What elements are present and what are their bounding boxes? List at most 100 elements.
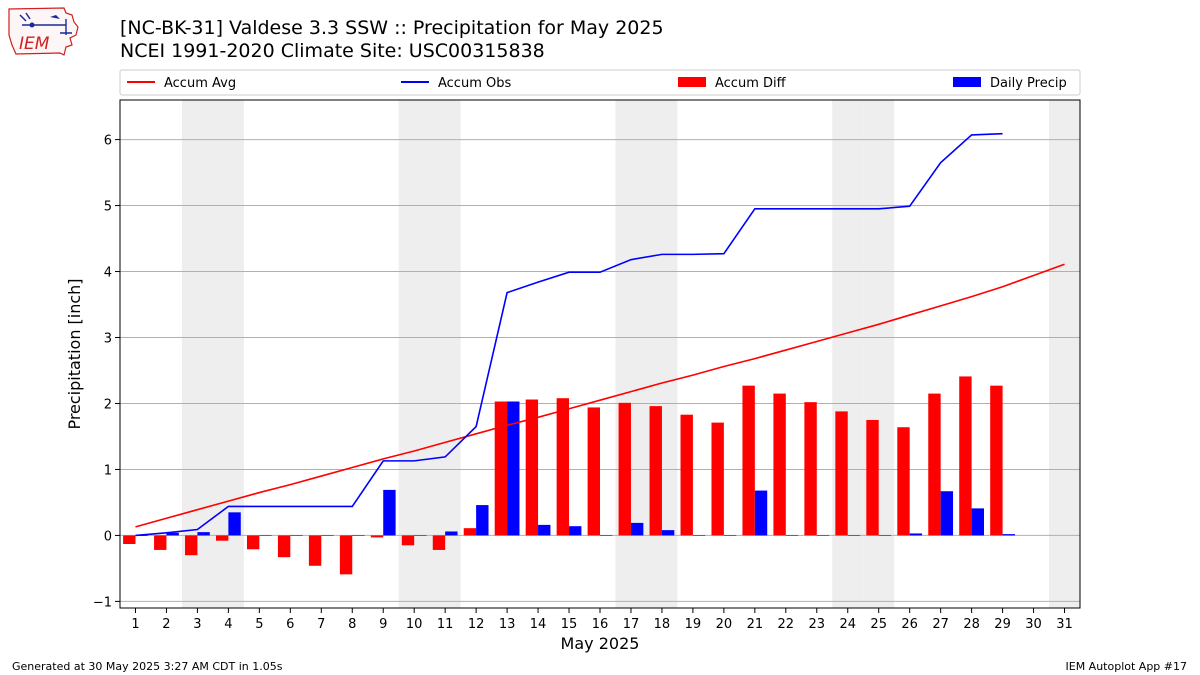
legend-label-accum-diff: Accum Diff bbox=[715, 76, 787, 91]
x-tick-label: 1 bbox=[131, 617, 139, 632]
accum-diff-bar-day-25 bbox=[866, 419, 879, 536]
accum-diff-bar-day-21 bbox=[742, 385, 755, 536]
daily-precip-bar-day-25 bbox=[878, 535, 892, 536]
accum-diff-bar-day-9 bbox=[370, 535, 384, 538]
legend-swatch-accum-diff bbox=[678, 77, 706, 87]
x-tick-label: 21 bbox=[747, 617, 764, 632]
x-tick-label: 6 bbox=[286, 617, 294, 632]
daily-precip-bar-day-17 bbox=[630, 522, 644, 536]
daily-precip-bar-day-16 bbox=[600, 535, 613, 536]
x-tick-label: 5 bbox=[255, 617, 263, 632]
legend-label-accum-avg: Accum Avg bbox=[164, 76, 236, 91]
lines bbox=[135, 132, 1065, 537]
legend-swatch-daily-precip bbox=[953, 77, 981, 87]
accum-diff-bar-day-20 bbox=[711, 422, 724, 536]
generated-footer: Generated at 30 May 2025 3:27 AM CDT in … bbox=[12, 660, 283, 673]
accum-diff-bar-day-5 bbox=[246, 535, 260, 550]
daily-precip-bar-day-7 bbox=[321, 535, 334, 536]
x-tick-label: 15 bbox=[561, 617, 578, 632]
weekend-shade-day-11 bbox=[429, 100, 461, 608]
iem-logo-icon: IEM bbox=[6, 5, 82, 63]
x-tick-label: 28 bbox=[963, 617, 980, 632]
daily-precip-bar-day-8 bbox=[352, 535, 365, 536]
daily-precip-bar-day-3 bbox=[197, 532, 210, 536]
accum-diff-bar-day-28 bbox=[959, 376, 972, 536]
accum-diff-bar-day-13 bbox=[494, 401, 508, 536]
daily-precip-bar-day-13 bbox=[507, 401, 520, 536]
daily-precip-bar-day-20 bbox=[723, 535, 737, 536]
daily-precip-bar-day-24 bbox=[847, 535, 861, 536]
y-tick-label: −1 bbox=[93, 595, 112, 610]
daily-precip-bar-day-6 bbox=[290, 535, 303, 536]
weekend-shade-day-10 bbox=[398, 100, 430, 608]
y-axis-label: Precipitation [inch] bbox=[65, 278, 84, 429]
y-tick-label: 2 bbox=[104, 397, 112, 412]
accum-diff-bar-day-11 bbox=[432, 535, 446, 550]
x-tick-label: 7 bbox=[317, 617, 325, 632]
accum-diff-bar-day-27 bbox=[928, 393, 941, 536]
accum-diff-bar-day-22 bbox=[773, 393, 786, 536]
x-tick-label: 11 bbox=[437, 617, 454, 632]
accum-diff-bar-day-16 bbox=[587, 407, 600, 536]
y-tick-label: 5 bbox=[104, 200, 112, 215]
accum-diff-bar-day-12 bbox=[463, 528, 477, 536]
accum-diff-bar-day-23 bbox=[804, 402, 817, 536]
iem-logo-shape: IEM bbox=[8, 7, 79, 56]
x-tick-label: 2 bbox=[162, 617, 170, 632]
daily-precip-bar-day-14 bbox=[538, 524, 551, 536]
daily-precip-bar-day-15 bbox=[569, 526, 582, 536]
daily-precip-bar-day-19 bbox=[692, 535, 706, 536]
accum-diff-bar-day-24 bbox=[835, 411, 848, 536]
accum-diff-bar-day-26 bbox=[897, 427, 910, 536]
daily-precip-bar-day-27 bbox=[940, 491, 954, 536]
accum-diff-bar-day-10 bbox=[401, 535, 415, 546]
accum-diff-bar-day-8 bbox=[339, 535, 353, 575]
x-tick-label: 17 bbox=[623, 617, 640, 632]
x-axis-label: May 2025 bbox=[561, 634, 640, 653]
accum-avg-line bbox=[135, 263, 1065, 528]
x-tick-label: 13 bbox=[499, 617, 516, 632]
x-tick-label: 4 bbox=[224, 617, 232, 632]
x-tick-label: 3 bbox=[193, 617, 201, 632]
daily-precip-bar-day-29 bbox=[1002, 534, 1015, 536]
accum-diff-bar-day-17 bbox=[618, 402, 631, 536]
x-tick-label: 16 bbox=[592, 617, 609, 632]
y-tick-label: 3 bbox=[104, 332, 112, 347]
x-tick-label: 22 bbox=[778, 617, 795, 632]
legend-label-accum-obs: Accum Obs bbox=[438, 76, 511, 91]
legend-box bbox=[119, 69, 1081, 96]
weekend-shade-day-31 bbox=[1049, 100, 1080, 608]
x-tick-label: 31 bbox=[1056, 617, 1073, 632]
iem-logo-text: IEM bbox=[19, 34, 50, 54]
chart-subtitle: NCEI 1991-2020 Climate Site: USC00315838 bbox=[120, 40, 545, 62]
y-tick-label: 0 bbox=[104, 529, 112, 544]
accum-diff-bar-day-6 bbox=[277, 535, 291, 558]
accum-diff-bar-day-7 bbox=[308, 535, 322, 566]
x-tick-label: 29 bbox=[994, 617, 1011, 632]
daily-precip-bar-day-11 bbox=[445, 531, 458, 536]
weekend-shade-day-3 bbox=[181, 100, 213, 608]
x-tick-label: 19 bbox=[685, 617, 702, 632]
daily-precip-bar-day-5 bbox=[259, 535, 272, 536]
x-tick-label: 20 bbox=[716, 617, 733, 632]
x-tick-label: 14 bbox=[530, 617, 547, 632]
legend-label-daily-precip: Daily Precip bbox=[990, 76, 1067, 91]
daily-precip-bar-day-22 bbox=[785, 535, 799, 536]
app-footer: IEM Autoplot App #17 bbox=[1065, 660, 1188, 673]
legend: Accum Avg Accum Obs Accum Diff Daily Precip bbox=[119, 69, 1081, 96]
accum-diff-bar-day-1 bbox=[123, 535, 136, 545]
daily-precip-bar-day-9 bbox=[383, 489, 396, 536]
accum-diff-bar-day-4 bbox=[216, 535, 229, 541]
daily-precip-bar-day-2 bbox=[166, 532, 179, 536]
accum-diff-bar-day-19 bbox=[680, 414, 693, 536]
x-tick-label: 12 bbox=[468, 617, 485, 632]
x-tick-label: 10 bbox=[406, 617, 423, 632]
daily-precip-bar-day-28 bbox=[971, 508, 984, 536]
accum-diff-bar-day-2 bbox=[154, 535, 167, 550]
y-tick-label: 1 bbox=[104, 463, 112, 478]
x-tick-label: 25 bbox=[870, 617, 887, 632]
y-tick-label: 6 bbox=[104, 134, 112, 149]
daily-precip-bar-day-18 bbox=[661, 530, 675, 536]
